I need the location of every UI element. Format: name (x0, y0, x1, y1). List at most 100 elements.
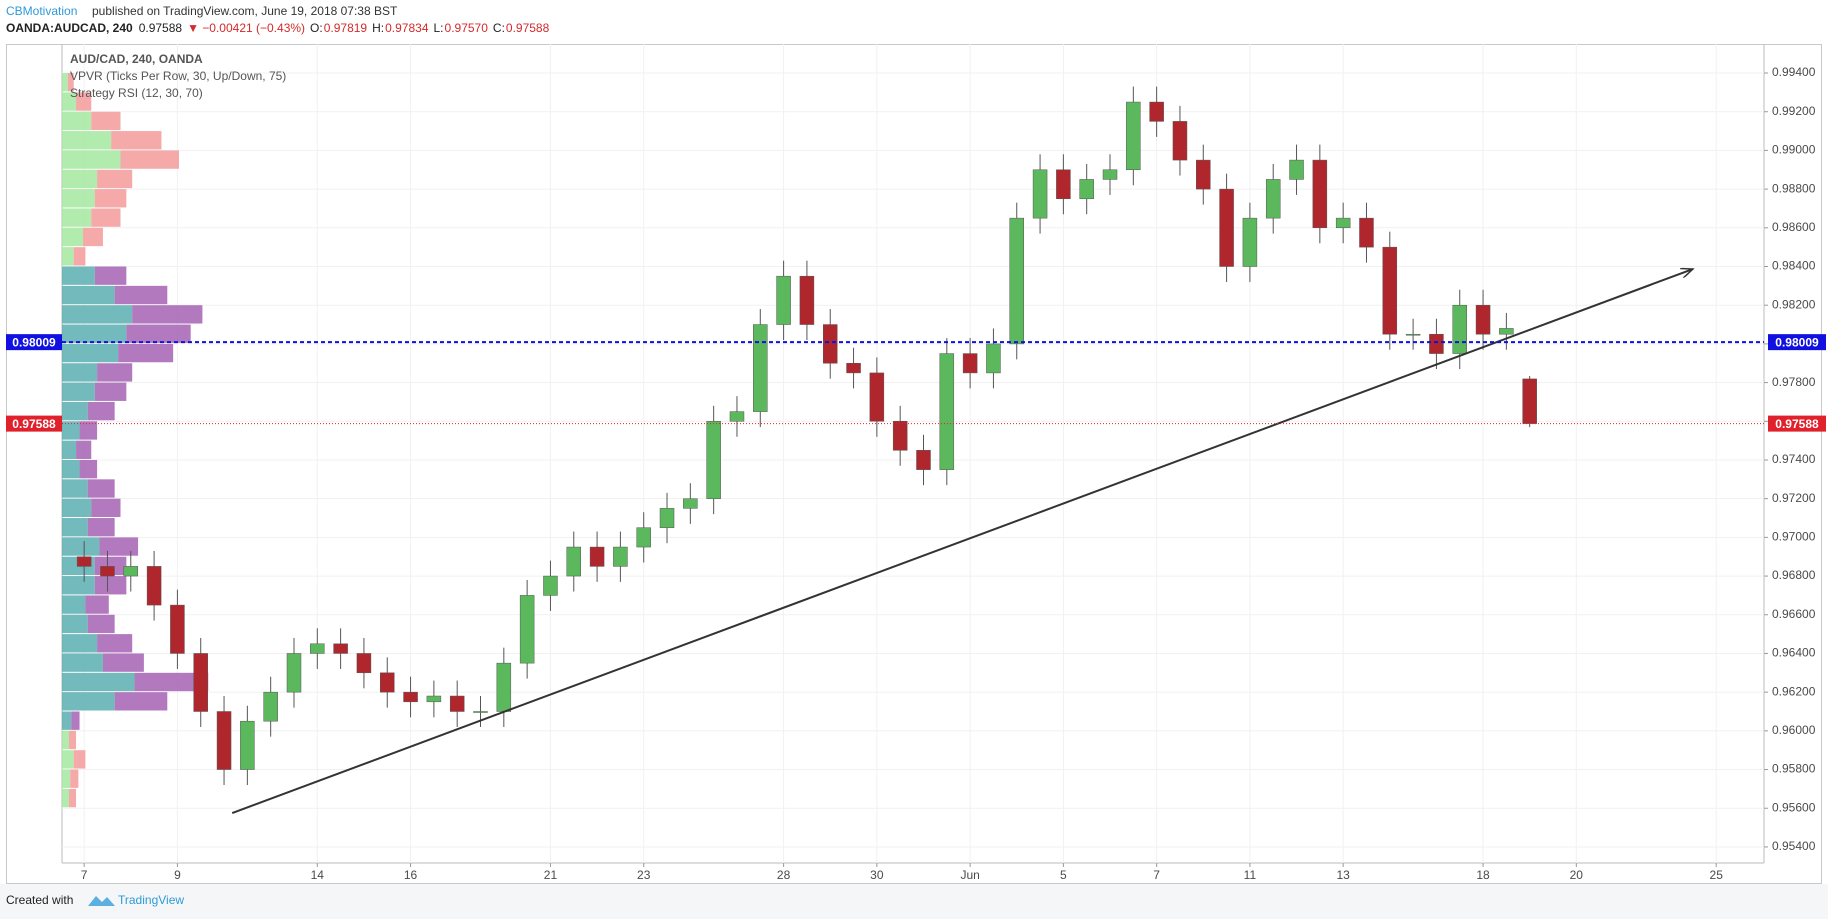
frame (6, 44, 1822, 884)
price-label-box (1768, 415, 1826, 432)
volume-down (94, 576, 127, 595)
candle-body (589, 546, 605, 567)
volume-up (62, 363, 98, 382)
change: ▼ −0.00421 (−0.43%) (187, 21, 305, 35)
candle-body (1056, 169, 1071, 200)
y-tick-label: 0.98800 (1772, 181, 1816, 195)
candle-body (146, 566, 162, 606)
candle-body (333, 643, 348, 654)
volume-up (62, 111, 92, 131)
candle-body (286, 653, 302, 693)
volume-down (87, 518, 115, 537)
volume-down (70, 769, 79, 788)
candle-body (100, 566, 115, 577)
candle-body (426, 695, 442, 703)
volume-down (73, 247, 86, 266)
x-tick-label: 23 (637, 868, 651, 882)
price-label: 0.97588 (12, 417, 56, 431)
volume-up (62, 672, 135, 692)
volume-down (102, 653, 144, 672)
volume-up (62, 421, 80, 440)
y-tick-label: 0.97400 (1772, 452, 1816, 466)
footer-bar (0, 884, 1828, 919)
volume-down (71, 711, 80, 730)
volume-up (62, 305, 133, 324)
volume-up (62, 247, 74, 266)
candle-body (1312, 159, 1328, 229)
author[interactable]: CBMotivation (6, 4, 77, 18)
candle-body (566, 546, 582, 577)
candle-body (1009, 217, 1024, 345)
created-with: Created with (6, 893, 73, 907)
volume-down (73, 750, 86, 769)
volume-up (62, 537, 100, 556)
candle-body (1382, 246, 1398, 335)
candle-body (706, 421, 721, 499)
volume-down (94, 266, 127, 285)
candle-body (869, 372, 885, 422)
x-tick-label: 7 (81, 868, 88, 882)
candle-body (1499, 328, 1514, 335)
volume-up (62, 614, 88, 634)
volume-up (62, 382, 95, 401)
ohlc-value: 0.97588 (506, 21, 550, 35)
volume-up (62, 401, 88, 421)
y-tick-label: 0.97000 (1772, 530, 1816, 544)
candle-body (822, 324, 838, 364)
x-tick-label: 9 (174, 868, 181, 882)
volume-up (62, 440, 77, 459)
candle-body (799, 275, 815, 325)
volume-up (62, 169, 98, 189)
brand[interactable]: TradingView (118, 893, 184, 907)
price-label: 0.98009 (1775, 335, 1819, 349)
y-tick-label: 0.98600 (1772, 220, 1816, 234)
volume-up (62, 131, 112, 150)
volume-down (67, 73, 74, 92)
candle-body (1196, 159, 1211, 190)
price-label: 0.97588 (1775, 417, 1819, 431)
candle-body (496, 662, 512, 712)
y-tick-label: 0.98400 (1772, 259, 1816, 273)
candle-body (892, 421, 908, 451)
price-label-box (6, 415, 62, 432)
legend-line: VPVR (Ticks Per Row, 30, Up/Down, 75) (70, 69, 286, 83)
candle-body (193, 653, 208, 712)
volume-down (91, 208, 121, 227)
volume-down (114, 692, 168, 711)
candle-body (1522, 378, 1537, 424)
ohlc-key: O: (310, 21, 323, 35)
last-price: 0.97588 (139, 21, 183, 35)
y-tick-label: 0.97800 (1772, 375, 1816, 389)
candle-body (473, 711, 488, 713)
candle-body (1265, 179, 1281, 219)
volume-up (62, 227, 84, 247)
volume-up (62, 459, 80, 479)
volume-up (62, 595, 86, 614)
candle-body (1359, 217, 1374, 248)
volume-down (126, 324, 191, 343)
candle-body (1219, 188, 1234, 267)
y-tick-label: 0.95400 (1772, 839, 1816, 853)
volume-down (76, 92, 92, 111)
volume-down (118, 343, 174, 363)
volume-up (62, 634, 98, 653)
candle-body (776, 275, 791, 325)
y-tick-label: 0.96600 (1772, 607, 1816, 621)
x-tick-label: Jun (960, 868, 979, 882)
y-tick-label: 0.96400 (1772, 646, 1816, 660)
volume-up (62, 285, 115, 305)
candle-body (1126, 101, 1141, 171)
candle-body (216, 711, 232, 770)
legend-line: Strategy RSI (12, 30, 70) (70, 86, 203, 100)
volume-up (62, 576, 95, 595)
candle-body (986, 343, 1001, 374)
price-label: 0.98009 (12, 335, 56, 349)
volume-up (62, 730, 70, 750)
candle-body (356, 653, 372, 674)
candle-body (170, 604, 185, 654)
candle-body (1149, 101, 1164, 122)
volume-up (62, 692, 115, 711)
candle-body (1475, 304, 1491, 335)
volume-down (114, 285, 168, 305)
